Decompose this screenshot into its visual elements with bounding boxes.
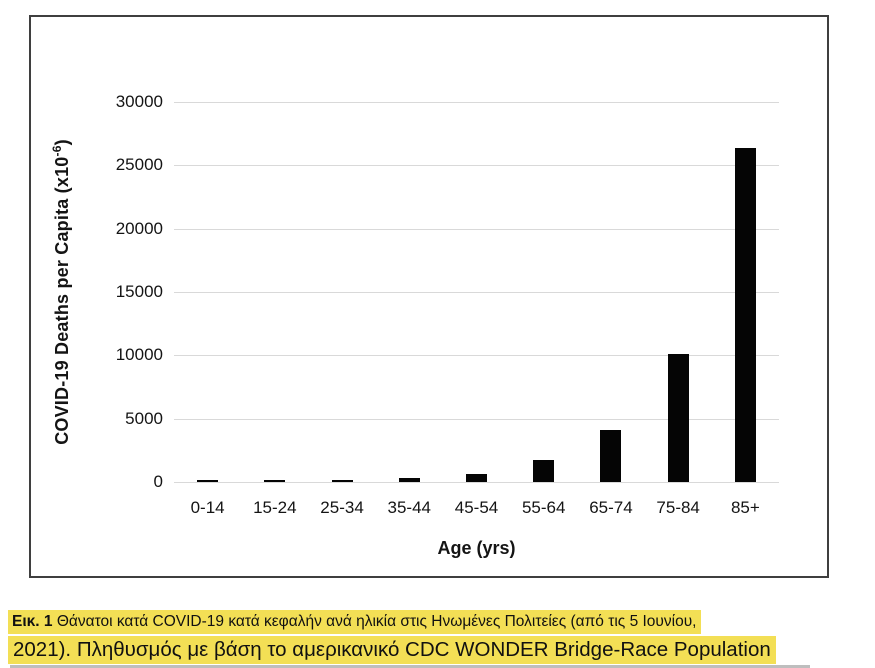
x-tick-label-15-24: 15-24 xyxy=(253,498,297,517)
caption-line-1-text: Θάνατοι κατά COVID-19 κατά κεφαλήν ανά η… xyxy=(52,613,697,630)
gridline-y-10000 xyxy=(174,355,779,357)
x-axis-title: Age (yrs) xyxy=(437,538,516,558)
caption-line-2: 2021). Πληθυσμός με βάση το αμερικανικό … xyxy=(8,636,776,664)
bar-15-24 xyxy=(264,480,286,482)
plot-area xyxy=(174,102,779,483)
caption-figure-label: Εικ. 1 xyxy=(12,613,53,630)
bar-75-84 xyxy=(667,354,689,482)
y-tick-label-25000: 25000 xyxy=(115,155,163,175)
x-tick-label-45-54: 45-54 xyxy=(454,498,499,517)
caption-line-1: Εικ. 1 Θάνατοι κατά COVID-19 κατά κεφαλή… xyxy=(8,610,701,634)
x-tick-label-85+: 85+ xyxy=(730,498,760,517)
gridline-y-0 xyxy=(174,482,779,483)
x-tick-label-65-74: 65-74 xyxy=(589,498,633,517)
bar-55-64 xyxy=(533,460,555,482)
bar-85+ xyxy=(734,147,756,482)
x-tick-label-55-64: 55-64 xyxy=(521,498,566,517)
bar-25-34 xyxy=(331,479,353,482)
gridline-y-25000 xyxy=(174,165,779,167)
x-tick-label-35-44: 35-44 xyxy=(387,498,431,517)
gridline-y-5000 xyxy=(174,418,779,420)
x-tick-label-0-14: 0-14 xyxy=(190,498,225,517)
y-tick-label-10000: 10000 xyxy=(115,345,163,365)
y-tick-label-5000: 5000 xyxy=(125,408,163,428)
y-tick-label-20000: 20000 xyxy=(115,218,163,238)
y-tick-label-0: 0 xyxy=(153,472,163,491)
y-axis-title-text: COVID-19 Deaths per Capita (x10 xyxy=(52,156,72,445)
gridline-y-20000 xyxy=(174,228,779,230)
y-axis-title-superscript: -6 xyxy=(50,145,64,157)
bar-45-54 xyxy=(466,473,487,482)
x-tick-label-75-84: 75-84 xyxy=(656,498,700,517)
x-tick-label-25-34: 25-34 xyxy=(320,498,364,517)
y-axis-title-close: ) xyxy=(52,139,72,146)
bar-35-44 xyxy=(398,477,420,482)
cutoff-next-line-sliver xyxy=(10,665,810,668)
bar-0-14 xyxy=(197,480,219,482)
gridline-y-30000 xyxy=(174,102,779,103)
y-tick-label-30000: 30000 xyxy=(115,92,163,111)
y-tick-label-15000: 15000 xyxy=(115,282,163,301)
chart-figure: COVID-19 Deaths per Capita (x10-6) 0 5000… xyxy=(29,15,829,578)
gridline-y-15000 xyxy=(174,292,779,293)
bar-65-74 xyxy=(600,430,622,482)
